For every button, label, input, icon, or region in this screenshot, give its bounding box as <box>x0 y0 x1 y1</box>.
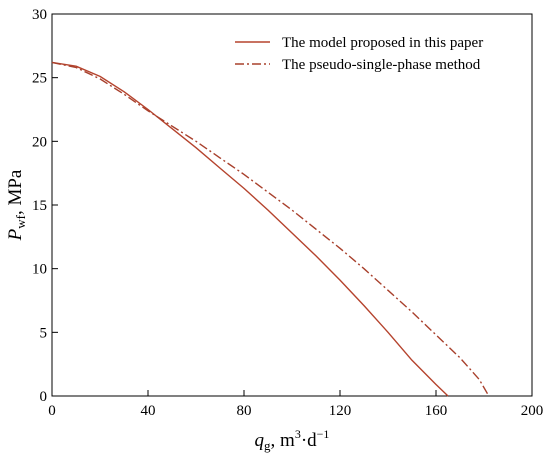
y-axis-title: Pwf, MPa <box>5 169 28 241</box>
series-layer <box>51 61 490 397</box>
x-tick-label: 120 <box>329 403 352 419</box>
y-tick-label: 30 <box>32 7 47 23</box>
series-line-1 <box>51 61 449 397</box>
x-tick-label: 80 <box>237 403 252 419</box>
x-tick-label: 0 <box>48 403 56 419</box>
legend: The model proposed in this paper The pse… <box>235 35 483 73</box>
legend-label-series-2: The pseudo-single-phase method <box>282 57 481 73</box>
legend-label-series-1: The model proposed in this paper <box>282 35 483 51</box>
y-tick-label: 20 <box>32 134 47 150</box>
y-tick-label: 25 <box>32 71 47 87</box>
x-axis-title: qg, m3·d−1 <box>255 427 330 453</box>
x-axis-ticks: 0 40 80 120 160 200 <box>48 390 543 419</box>
y-tick-label: 15 <box>32 198 47 214</box>
y-tick-label: 10 <box>32 262 47 278</box>
y-tick-label: 0 <box>40 389 48 405</box>
x-tick-label: 200 <box>521 403 544 419</box>
x-tick-label: 40 <box>141 403 156 419</box>
x-tick-label: 160 <box>425 403 448 419</box>
y-tick-label: 5 <box>40 325 48 341</box>
series-line-2 <box>51 61 490 397</box>
y-axis-ticks: 0 5 10 15 20 25 30 <box>32 7 58 405</box>
